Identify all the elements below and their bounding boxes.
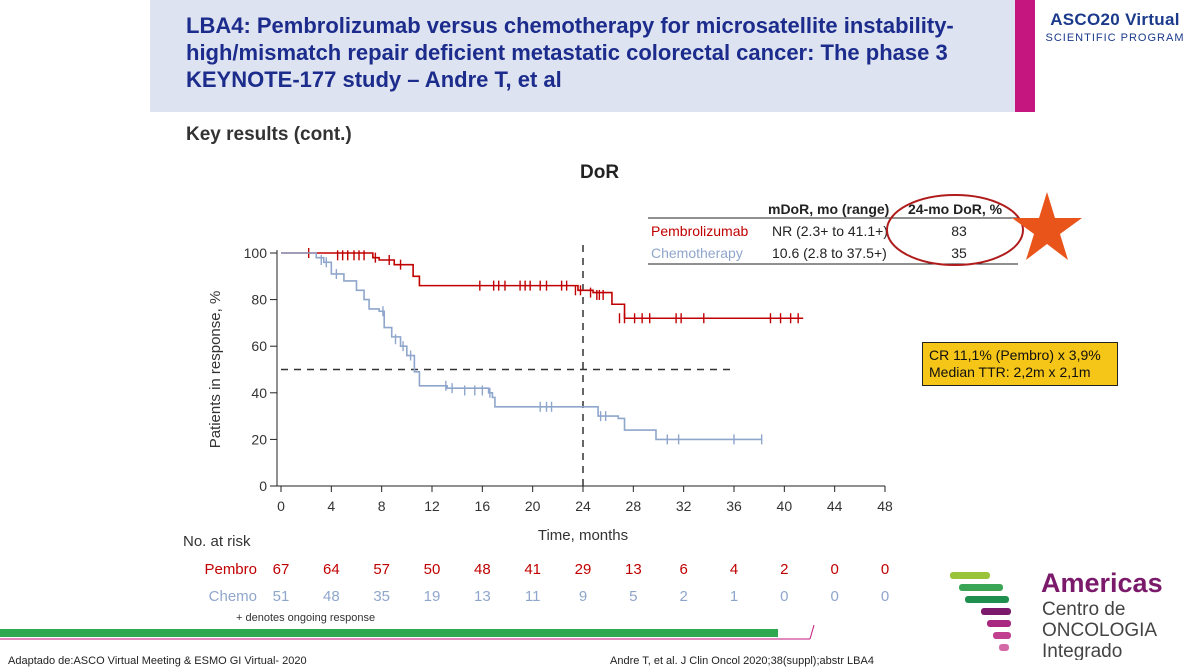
asco-logo: ASCO20 Virtual SCIENTIFIC PROGRAM xyxy=(1040,10,1190,44)
asco-logo-line1: ASCO20 Virtual xyxy=(1050,10,1180,29)
americas-logo: Americas Centro de ONCOLOGIA Integrado xyxy=(950,568,1163,660)
highlight-ellipse xyxy=(886,194,1024,266)
risk-value: 50 xyxy=(424,561,441,578)
x-tick-label: 4 xyxy=(327,498,335,514)
risk-value: 0 xyxy=(830,588,838,605)
x-tick-label: 16 xyxy=(475,498,491,514)
chart-title: DoR xyxy=(580,162,620,183)
risk-value: 2 xyxy=(679,588,687,605)
y-tick-label: 100 xyxy=(244,245,268,261)
title-band xyxy=(150,0,1015,112)
x-tick-label: 24 xyxy=(575,498,591,514)
summary-table: mDoR, mo (range) 24-mo DoR, % Pembrolizu… xyxy=(648,198,1018,271)
accent-bar xyxy=(1015,0,1035,112)
risk-value: 13 xyxy=(625,561,642,578)
risk-value: 67 xyxy=(273,561,290,578)
x-tick-label: 32 xyxy=(676,498,692,514)
risk-row-label: Pembro xyxy=(204,561,257,578)
logo-line3: ONCOLOGIA xyxy=(1042,620,1157,641)
page-title: LBA4: Pembrolizumab versus chemotherapy … xyxy=(186,13,954,92)
risk-value: 9 xyxy=(579,588,587,605)
risk-value: 0 xyxy=(881,588,889,605)
risk-value: 4 xyxy=(730,561,738,578)
y-tick-label: 60 xyxy=(251,338,267,354)
risk-value: 0 xyxy=(780,588,788,605)
risk-value: 51 xyxy=(273,588,290,605)
asco-logo-line2: SCIENTIFIC PROGRAM xyxy=(1045,32,1185,44)
star-icon xyxy=(1012,192,1082,260)
y-axis-label: Patients in response, % xyxy=(207,291,224,449)
risk-value: 64 xyxy=(323,561,340,578)
risk-footnote: + denotes ongoing response xyxy=(236,612,375,624)
risk-value: 13 xyxy=(474,588,491,605)
x-tick-label: 36 xyxy=(726,498,742,514)
risk-value: 6 xyxy=(679,561,687,578)
footer-stripes xyxy=(0,625,815,640)
summary-row-chemo-dor24: 35 xyxy=(951,245,967,261)
footer-magenta-tick xyxy=(809,625,815,640)
highlight-box: CR 11,1% (Pembro) x 3,9% Median TTR: 2,2… xyxy=(922,342,1118,386)
highlight-line2: Median TTR: 2,2m x 2,1m xyxy=(929,364,1091,380)
risk-value: 2 xyxy=(780,561,788,578)
x-tick-label: 20 xyxy=(525,498,541,514)
risk-value: 0 xyxy=(881,561,889,578)
logo-line1: Americas xyxy=(1041,568,1163,598)
x-tick-label: 12 xyxy=(424,498,440,514)
risk-row-label: Chemo xyxy=(209,588,257,605)
summary-header-dor24: 24-mo DoR, % xyxy=(908,201,1003,217)
risk-value: 5 xyxy=(629,588,637,605)
risk-value: 57 xyxy=(373,561,390,578)
footer-citation-right: Andre T, et al. J Clin Oncol 2020;38(sup… xyxy=(610,655,874,667)
logo-line4: Integrado xyxy=(1042,641,1122,660)
americas-logo-mark xyxy=(950,572,1011,651)
y-tick-label: 80 xyxy=(251,292,267,308)
summary-row-pembro-mdor: NR (2.3+ to 41.1+) xyxy=(772,223,888,239)
risk-table-title: No. at risk xyxy=(183,533,251,550)
footer-source-left: Adaptado de:ASCO Virtual Meeting & ESMO … xyxy=(8,655,307,667)
summary-header-mdor: mDoR, mo (range) xyxy=(768,201,889,217)
y-tick-label: 0 xyxy=(259,478,267,494)
summary-row-chemo-arm: Chemotherapy xyxy=(651,245,743,261)
footer-green-bar xyxy=(0,629,778,637)
annotation-overlay xyxy=(886,192,1082,266)
risk-value: 29 xyxy=(575,561,592,578)
x-tick-label: 44 xyxy=(827,498,843,514)
y-tick-label: 20 xyxy=(251,431,267,447)
risk-value: 48 xyxy=(323,588,340,605)
x-axis-label: Time, months xyxy=(538,527,628,544)
x-tick-label: 28 xyxy=(626,498,642,514)
y-tick-label: 40 xyxy=(251,385,267,401)
risk-value: 48 xyxy=(474,561,491,578)
x-tick-label: 48 xyxy=(877,498,893,514)
summary-table-svg: mDoR, mo (range) 24-mo DoR, % Pembrolizu… xyxy=(648,201,1018,265)
risk-value: 35 xyxy=(373,588,390,605)
summary-row-pembro-arm: Pembrolizumab xyxy=(651,223,748,239)
x-tick-label: 0 xyxy=(277,498,285,514)
risk-value: 41 xyxy=(524,561,541,578)
risk-value: 19 xyxy=(424,588,441,605)
risk-value: 11 xyxy=(525,588,541,605)
risk-value: 1 xyxy=(730,588,738,605)
km-curve-chemotherapy xyxy=(281,252,762,441)
x-tick-label: 40 xyxy=(777,498,793,514)
risk-value: 0 xyxy=(830,561,838,578)
highlight-line1: CR 11,1% (Pembro) x 3,9% xyxy=(929,347,1101,363)
km-curve-pembrolizumab xyxy=(281,252,804,320)
x-tick-label: 8 xyxy=(378,498,386,514)
summary-row-chemo-mdor: 10.6 (2.8 to 37.5+) xyxy=(772,245,887,261)
summary-row-pembro-dor24: 83 xyxy=(951,223,967,239)
logo-line2: Centro de xyxy=(1042,599,1125,620)
section-subtitle: Key results (cont.) xyxy=(186,124,352,145)
